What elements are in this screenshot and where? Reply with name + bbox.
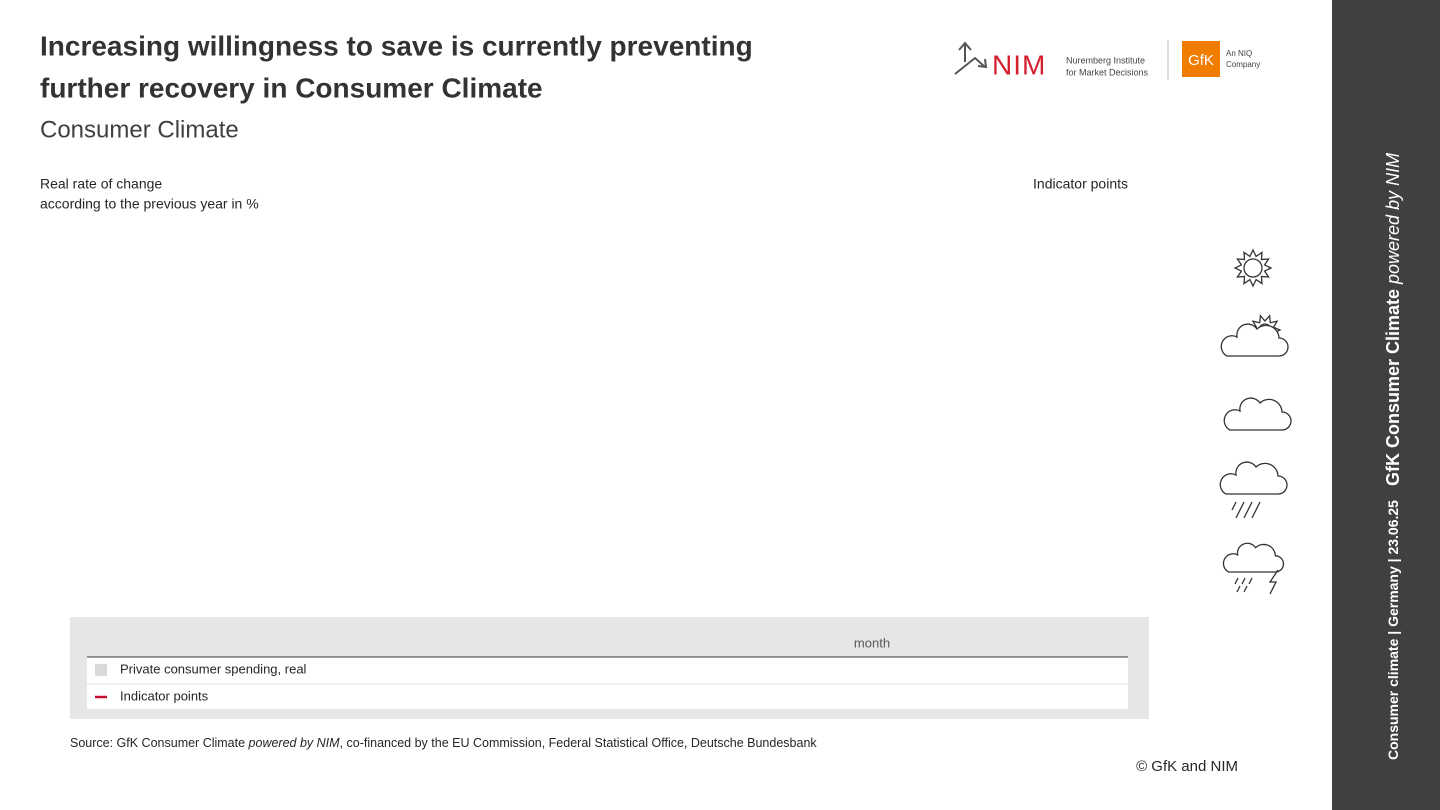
nim-icon xyxy=(954,41,988,75)
table-header: month xyxy=(854,635,890,650)
sidebar-meta: Consumer climate | Germany | 23.06.25 xyxy=(1385,500,1401,760)
nim-text: Nuremberg Institute xyxy=(1066,55,1145,65)
nim-text: for Market Decisions xyxy=(1066,67,1149,77)
cloud-icon xyxy=(1222,542,1285,573)
sidebar xyxy=(1332,0,1440,810)
rain-icon xyxy=(1231,501,1261,519)
sun-rays xyxy=(1233,248,1273,288)
subtitle: Consumer Climate xyxy=(40,116,239,143)
gfk-text: Company xyxy=(1226,60,1260,69)
source-part: powered by NIM xyxy=(248,736,341,750)
nim-logo: NIM Nuremberg Institute for Market Decis… xyxy=(954,41,1149,80)
gfk-wordmark: GfK xyxy=(1188,52,1214,69)
rain-icon xyxy=(1234,577,1253,593)
table-body xyxy=(87,657,1128,709)
source: Source: GfK Consumer Climate powered by … xyxy=(70,736,817,750)
title-line: Increasing willingness to save is curren… xyxy=(40,30,753,61)
source-part: Source: GfK Consumer Climate xyxy=(70,736,249,750)
sun-core xyxy=(1243,258,1263,278)
lightning-icon xyxy=(1268,569,1279,595)
legend-swatch xyxy=(95,664,107,676)
y2-axis-label: Indicator points xyxy=(1033,176,1128,192)
nim-wordmark: NIM xyxy=(992,49,1046,80)
legend-label: Indicator points xyxy=(120,688,209,703)
gfk-text: An NIQ xyxy=(1226,49,1252,58)
sidebar-tagline: powered by NIM xyxy=(1383,153,1403,285)
gfk-logo: GfK An NIQ Company xyxy=(1182,41,1260,77)
sidebar-brand: GfK Consumer Climate xyxy=(1383,284,1403,486)
cloud-icon xyxy=(1223,397,1292,431)
cloud-icon xyxy=(1220,323,1289,357)
source-part: , co-financed by the EU Commission, Fede… xyxy=(340,736,818,750)
gfk-box xyxy=(1182,41,1220,77)
copyright: © GfK and NIM xyxy=(1136,758,1238,775)
sidebar-text: Consumer climate | Germany | 23.06.25 GfK… xyxy=(1383,153,1403,760)
legend-label: Private consumer spending, real xyxy=(120,661,307,676)
y-axis-label: according to the previous year in % xyxy=(40,196,259,212)
title-line: further recovery in Consumer Climate xyxy=(40,72,543,103)
y-axis-label: Real rate of change xyxy=(40,176,162,192)
weather-icons xyxy=(1219,248,1292,595)
cloud-icon xyxy=(1219,461,1288,495)
